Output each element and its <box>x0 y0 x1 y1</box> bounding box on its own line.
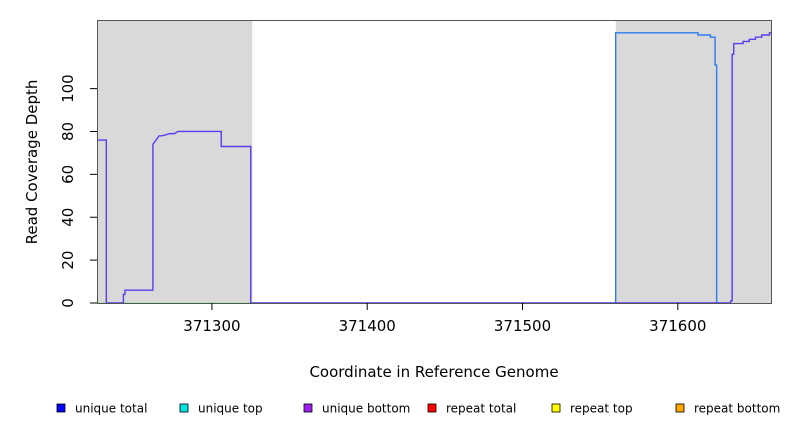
x-axis-label: Coordinate in Reference Genome <box>309 363 558 381</box>
series-line-unique-total <box>615 32 722 304</box>
y-tick-label: 100 <box>59 74 77 103</box>
shaded-region-1 <box>615 20 771 303</box>
legend-swatch-unique-top <box>179 403 189 413</box>
legend-swatch-repeat-bottom <box>675 403 685 413</box>
legend-label-repeat-top: repeat top <box>570 402 633 416</box>
shaded-regions <box>97 20 771 303</box>
y-tick-label: 0 <box>59 298 77 308</box>
y-axis: 0 20 40 60 80 100 <box>59 74 97 308</box>
plot-frame <box>97 20 772 304</box>
shaded-region-0 <box>97 20 253 303</box>
legend-label-unique-total: unique total <box>75 402 147 416</box>
x-tick-label: 371600 <box>649 317 706 335</box>
legend-label-repeat-total: repeat total <box>446 402 516 416</box>
x-axis: 371300 371400 371500 371600 <box>183 303 706 335</box>
legend-swatch-repeat-top <box>551 403 561 413</box>
y-tick-label: 80 <box>59 122 77 141</box>
legend-label-repeat-bottom: repeat bottom <box>694 402 780 416</box>
x-tick-label: 371400 <box>339 317 396 335</box>
y-tick-label: 20 <box>59 251 77 270</box>
legend-swatch-unique-bottom <box>303 403 313 413</box>
legend-label-unique-bottom: unique bottom <box>322 402 410 416</box>
y-tick-label: 40 <box>59 208 77 227</box>
legend-swatch-unique-total <box>56 403 66 413</box>
legend: unique total unique top unique bottom repea… <box>56 402 780 416</box>
legend-swatch-repeat-total <box>427 403 437 413</box>
y-axis-label: Read Coverage Depth <box>23 80 41 245</box>
x-tick-label: 371300 <box>183 317 240 335</box>
y-tick-label: 60 <box>59 165 77 184</box>
series-line-unique-bottom <box>97 32 771 304</box>
legend-label-unique-top: unique top <box>198 402 263 416</box>
x-tick-label: 371500 <box>494 317 551 335</box>
